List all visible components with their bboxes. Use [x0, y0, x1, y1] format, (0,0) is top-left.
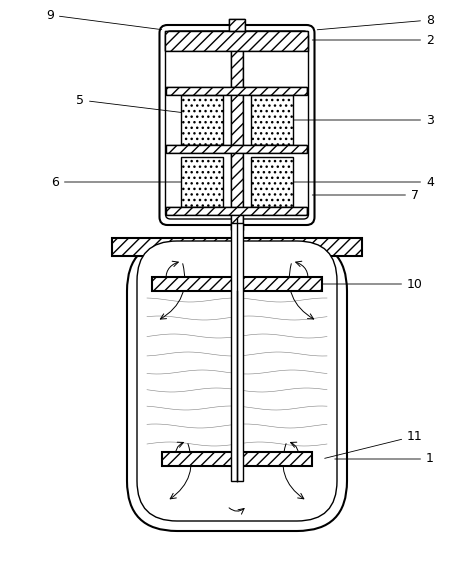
- Bar: [162, 452, 312, 466]
- Text: 10: 10: [320, 278, 423, 291]
- FancyBboxPatch shape: [137, 241, 337, 521]
- Bar: [112, 238, 362, 256]
- Bar: [251, 157, 293, 207]
- Bar: [251, 95, 293, 145]
- FancyBboxPatch shape: [127, 241, 347, 531]
- Bar: [181, 157, 223, 207]
- Bar: [229, 19, 245, 31]
- FancyBboxPatch shape: [159, 25, 315, 225]
- Bar: [231, 20, 243, 230]
- Bar: [166, 87, 308, 95]
- Bar: [231, 20, 243, 230]
- Bar: [152, 277, 322, 291]
- Bar: [181, 157, 223, 207]
- Bar: [165, 31, 309, 51]
- FancyBboxPatch shape: [165, 31, 309, 219]
- Bar: [166, 207, 308, 215]
- Text: 7: 7: [312, 188, 419, 201]
- Bar: [251, 95, 293, 145]
- Bar: [112, 238, 362, 256]
- Bar: [166, 207, 308, 215]
- Text: 3: 3: [294, 113, 434, 126]
- Bar: [166, 145, 308, 153]
- Bar: [165, 31, 309, 51]
- Text: 4: 4: [294, 176, 434, 188]
- Bar: [162, 452, 312, 466]
- Text: 5: 5: [76, 94, 199, 114]
- Bar: [152, 277, 322, 291]
- Text: 2: 2: [312, 34, 434, 47]
- Bar: [181, 95, 223, 145]
- Bar: [166, 87, 308, 95]
- Bar: [251, 157, 293, 207]
- Bar: [231, 223, 243, 481]
- Text: 6: 6: [51, 176, 199, 188]
- Bar: [166, 145, 308, 153]
- Bar: [181, 95, 223, 145]
- Text: 9: 9: [46, 8, 162, 30]
- Text: 8: 8: [317, 13, 434, 30]
- Bar: [229, 19, 245, 31]
- Text: 1: 1: [335, 453, 434, 466]
- Text: 11: 11: [325, 430, 423, 458]
